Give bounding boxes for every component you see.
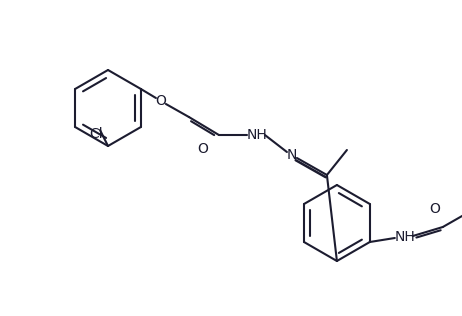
Text: N: N — [287, 148, 297, 162]
Text: Cl: Cl — [89, 127, 103, 141]
Text: NH: NH — [247, 128, 267, 142]
Text: NH: NH — [395, 230, 415, 244]
Text: O: O — [156, 94, 166, 108]
Text: O: O — [197, 142, 208, 156]
Text: O: O — [429, 202, 440, 216]
